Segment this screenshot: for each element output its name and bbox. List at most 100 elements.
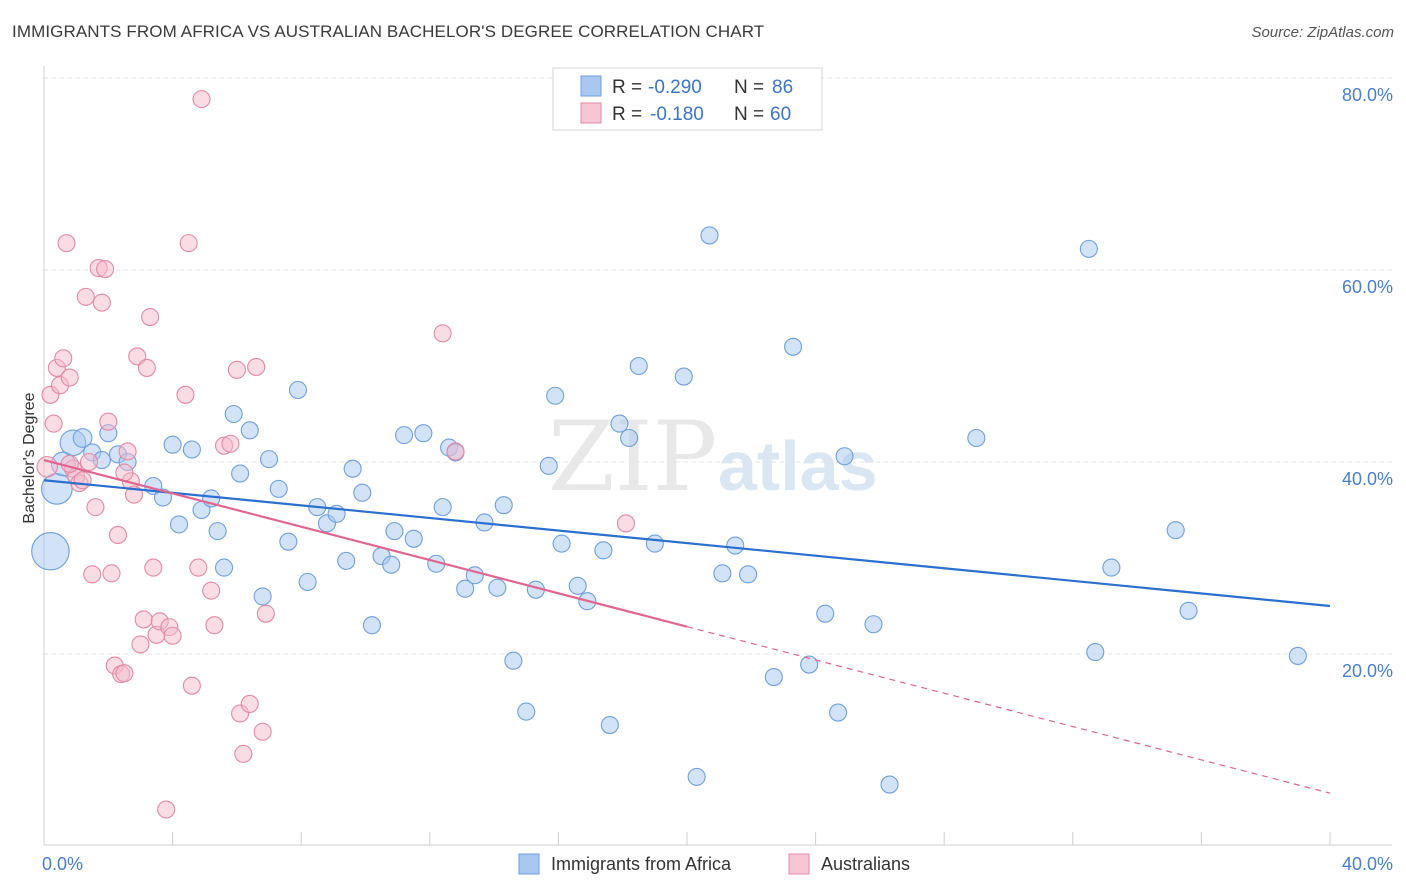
data-point — [205, 616, 224, 635]
legend-n-label-1: N = — [734, 77, 764, 98]
data-point — [546, 386, 565, 405]
legend-r-label-1: R = — [612, 77, 642, 98]
data-point — [594, 541, 613, 560]
data-point — [163, 626, 182, 645]
y-axis-label: Bachelor's Degree — [21, 392, 38, 523]
legend-r-value-2: -0.180 — [650, 104, 704, 125]
data-point — [456, 579, 475, 598]
data-point — [96, 259, 115, 279]
x-tick-label: 0.0% — [42, 854, 83, 874]
trend-lines — [43, 459, 1331, 794]
legend-r-label-2: R = — [612, 104, 642, 125]
data-point — [76, 287, 95, 306]
data-point — [800, 655, 819, 674]
y-tick-label: 80.0% — [1342, 85, 1393, 105]
data-point — [362, 616, 381, 635]
data-point — [1079, 239, 1098, 258]
data-point — [54, 349, 73, 368]
data-point — [494, 496, 513, 515]
data-point — [192, 90, 211, 109]
source-label: Source: ZipAtlas.com — [1251, 24, 1394, 41]
data-point — [141, 307, 160, 327]
data-point — [517, 702, 536, 721]
data-point — [433, 324, 452, 343]
legend-n-value-2: 60 — [770, 104, 791, 125]
data-point — [645, 534, 664, 553]
data-point — [182, 676, 201, 695]
watermark-atlas: atlas — [718, 427, 878, 505]
data-point — [620, 428, 639, 448]
data-point — [713, 564, 732, 583]
data-point — [764, 667, 783, 687]
data-point — [337, 551, 356, 570]
data-point — [298, 572, 317, 592]
data-point — [739, 565, 758, 584]
data-point — [179, 234, 198, 253]
data-point — [1179, 601, 1198, 620]
data-point — [253, 587, 272, 606]
data-point — [433, 498, 452, 517]
data-point — [600, 715, 619, 735]
data-point — [629, 356, 648, 376]
bottom-legend-label-australians: Australians — [821, 854, 910, 874]
data-point — [137, 358, 156, 377]
tick-labels: 20.0% 40.0% 60.0% 80.0% 0.0% 40.0% — [42, 85, 1393, 874]
data-point — [288, 380, 308, 400]
data-point — [343, 459, 362, 478]
y-tick-label: 60.0% — [1342, 277, 1393, 297]
bottom-legend-label-africa: Immigrants from Africa — [551, 854, 732, 874]
legend-n-value-1: 86 — [772, 77, 793, 98]
trend-line-solid — [43, 479, 1331, 608]
watermark-zip: ZIP — [548, 401, 717, 513]
data-point — [269, 479, 288, 498]
legend-swatch-pink — [580, 102, 602, 124]
data-point — [864, 615, 883, 634]
data-point — [115, 664, 134, 683]
data-point — [227, 360, 246, 379]
data-point — [86, 498, 105, 517]
legend-r-value-1: -0.290 — [648, 77, 702, 98]
data-point — [256, 604, 275, 623]
data-point — [610, 414, 629, 433]
data-point — [880, 775, 899, 794]
data-point — [144, 558, 163, 577]
data-point — [44, 414, 63, 433]
data-point — [1166, 521, 1185, 540]
data-point — [234, 744, 253, 763]
data-point — [79, 452, 99, 472]
chart-title: IMMIGRANTS FROM AFRICA VS AUSTRALIAN BAC… — [12, 22, 765, 41]
data-point — [240, 421, 259, 440]
data-point — [259, 450, 279, 469]
data-point — [202, 581, 221, 600]
data-point — [131, 635, 150, 654]
data-point — [353, 483, 372, 502]
data-point — [189, 558, 208, 577]
trend-line-solid — [43, 459, 688, 628]
data-point — [385, 522, 404, 541]
series-australians — [36, 90, 635, 819]
bottom-legend-swatch-pink — [788, 853, 810, 875]
data-point — [134, 610, 153, 629]
data-point — [231, 464, 250, 483]
data-point — [967, 428, 986, 448]
data-point — [221, 434, 240, 453]
data-point — [102, 564, 121, 583]
data-point — [73, 471, 92, 490]
data-point — [31, 532, 70, 571]
series-legend: Immigrants from Africa Australians — [518, 853, 910, 875]
data-point — [72, 428, 93, 448]
data-point — [176, 385, 195, 404]
data-point — [224, 404, 243, 424]
data-point — [446, 442, 465, 461]
stats-legend: R = -0.290 N = 86 R = -0.180 N = 60 — [552, 67, 823, 131]
data-point — [253, 722, 272, 741]
data-point — [414, 424, 433, 443]
data-point — [1086, 643, 1105, 662]
data-point — [60, 454, 79, 473]
data-point — [835, 447, 854, 466]
data-point — [674, 367, 693, 386]
legend-swatch-blue — [580, 75, 602, 97]
data-point — [118, 442, 137, 461]
data-point — [488, 578, 507, 597]
